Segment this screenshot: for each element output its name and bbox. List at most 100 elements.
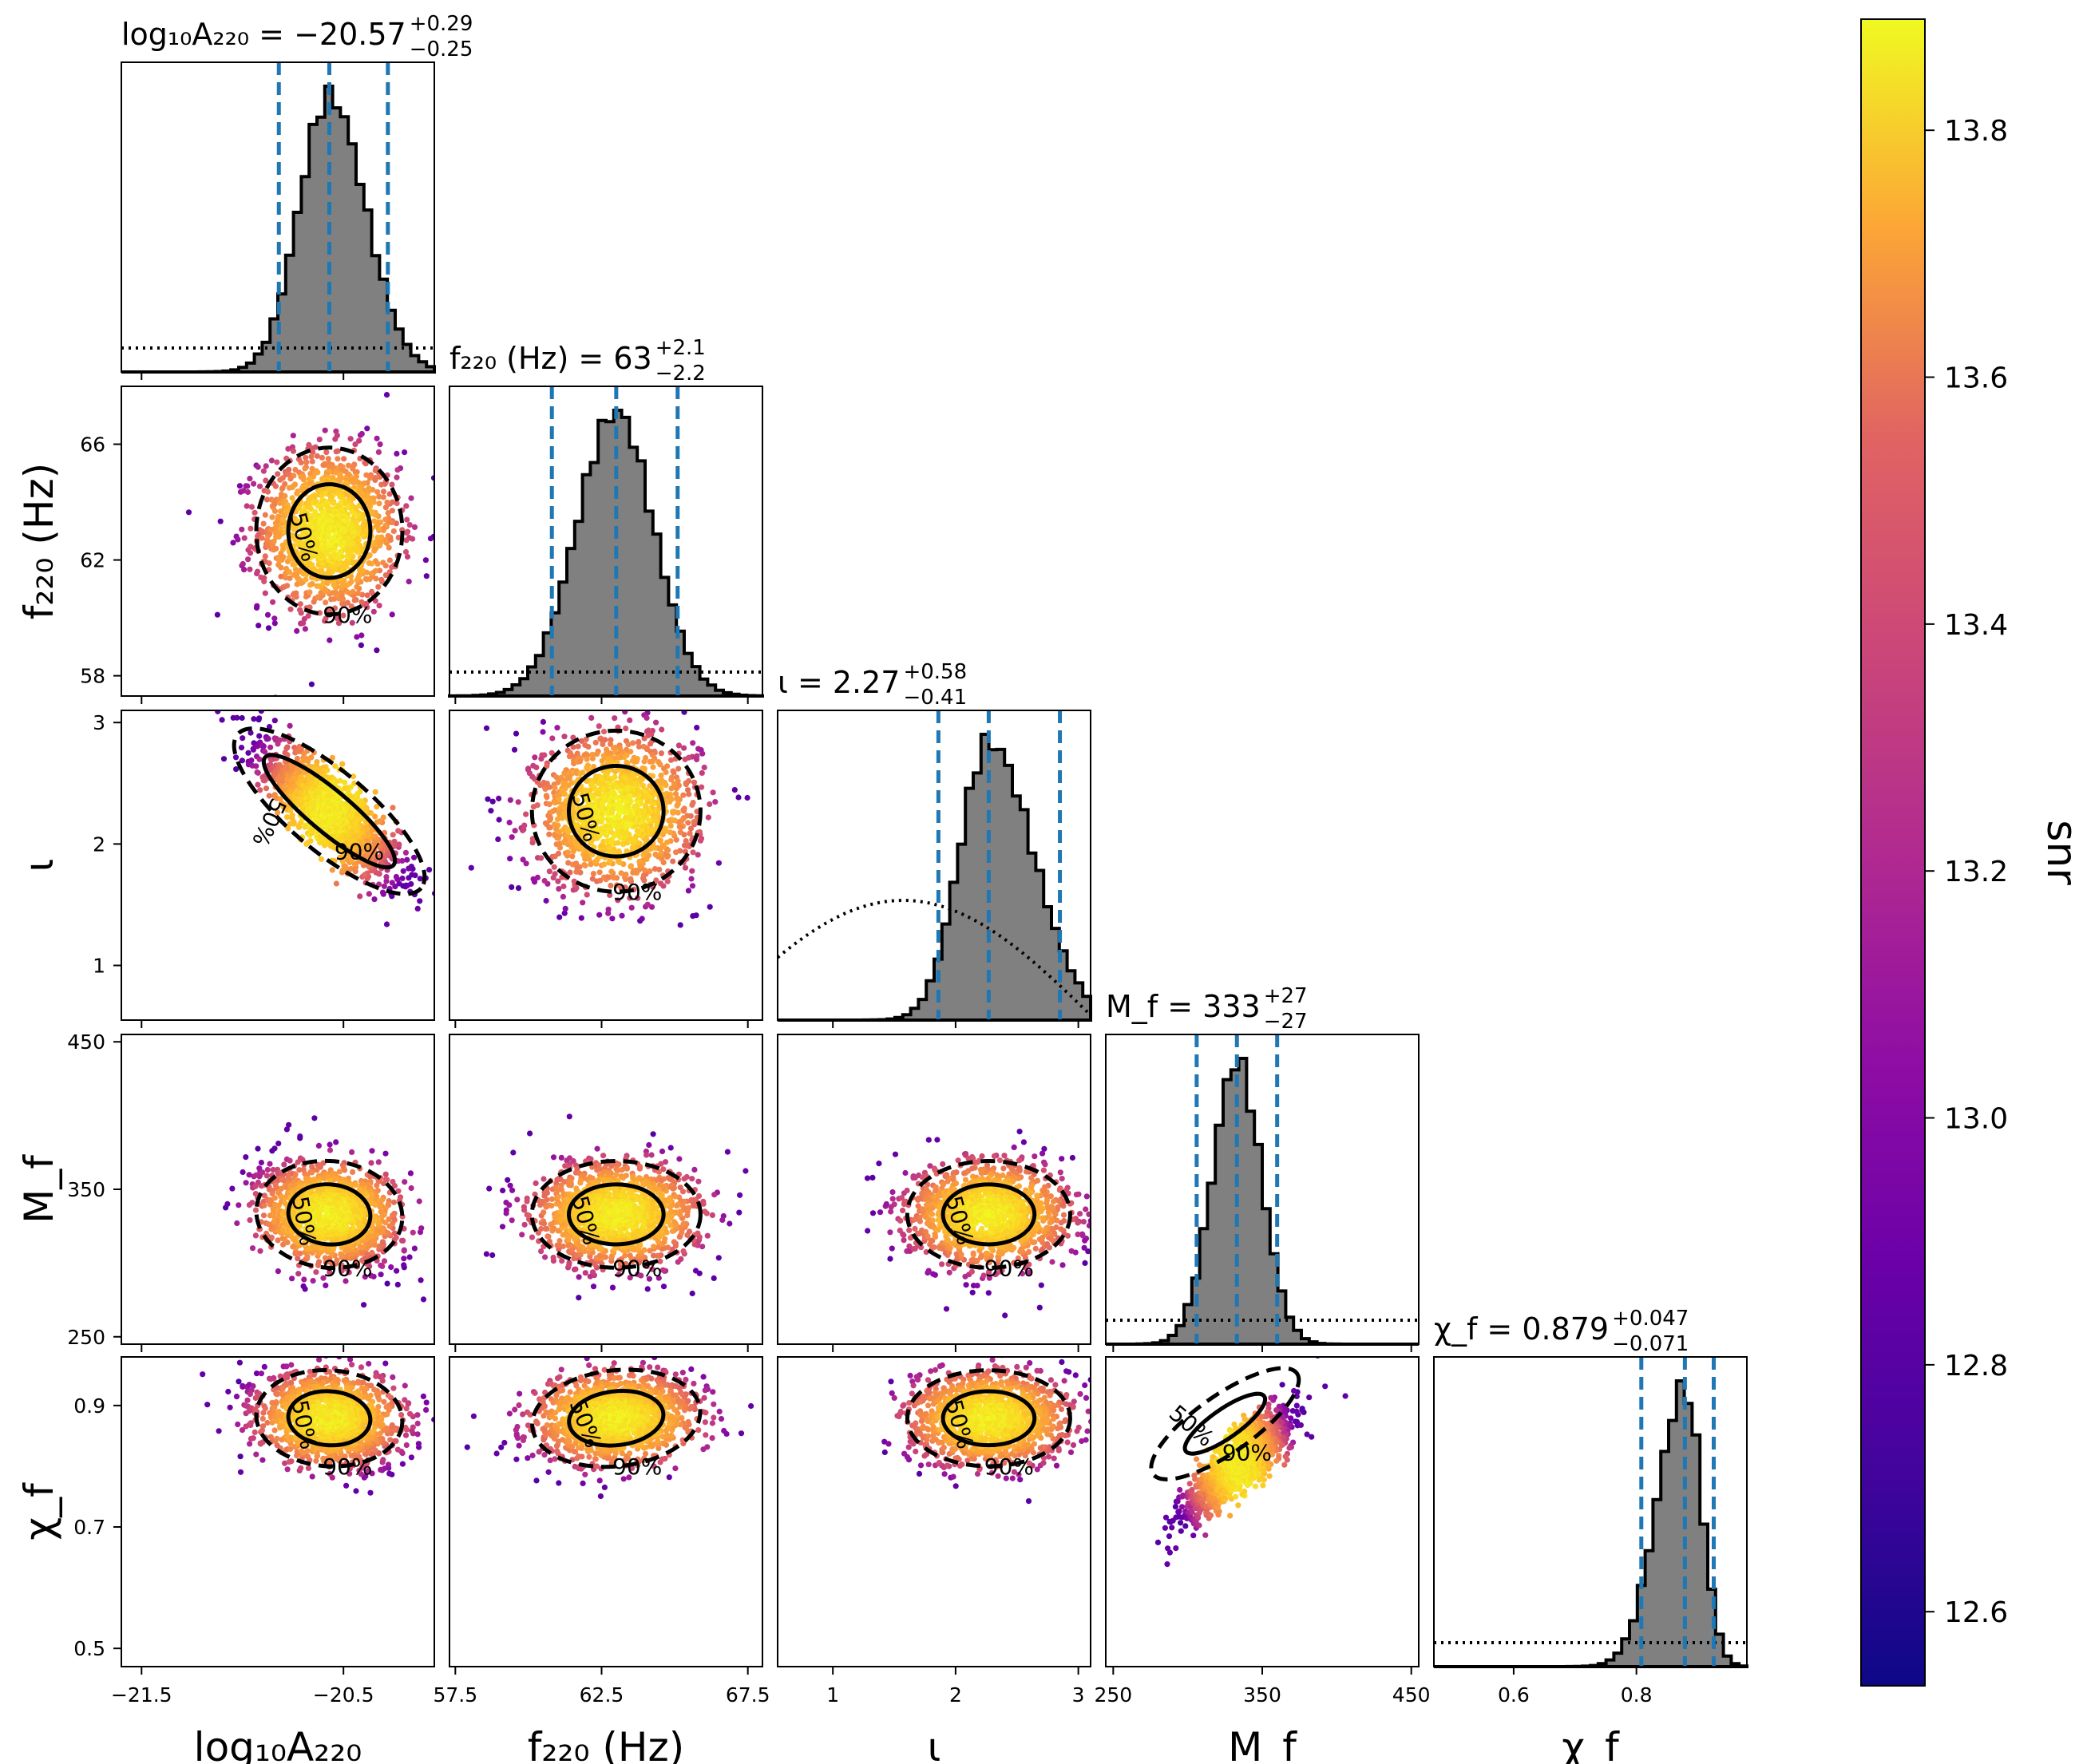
sample-point [261, 1202, 267, 1208]
sample-point [371, 545, 378, 552]
sample-point [232, 754, 240, 761]
sample-point [246, 1172, 252, 1178]
sample-point [247, 476, 253, 482]
sample-point [240, 488, 247, 494]
sample-point [575, 743, 581, 750]
sample-point [389, 564, 395, 571]
sample-point [382, 1176, 390, 1182]
sample-point [577, 869, 584, 876]
sample-point [274, 809, 281, 816]
sample-point [271, 718, 278, 724]
sample-point [690, 849, 696, 856]
sample-point [532, 754, 538, 761]
scatter-frame [121, 710, 435, 1021]
sample-point [354, 634, 360, 640]
sample-point [264, 1166, 271, 1173]
sample-point [666, 817, 672, 824]
sample-point [245, 556, 251, 563]
sample-point [556, 844, 564, 851]
sample-point [265, 625, 272, 631]
sample-point [523, 860, 529, 867]
sample-point [278, 525, 284, 532]
sample-point [369, 588, 375, 595]
sample-point [382, 1171, 389, 1177]
sample-point [420, 1296, 427, 1303]
sample-point [688, 876, 695, 882]
sample-point [648, 904, 655, 910]
sample-point [296, 534, 303, 540]
sample-point [630, 740, 636, 746]
sample-point [560, 883, 567, 890]
sample-point [383, 874, 390, 880]
sample-point [331, 581, 337, 588]
hist-title-sub-Mf: −27 [1264, 1010, 1308, 1034]
sample-point [324, 767, 331, 773]
sample-point [610, 805, 616, 813]
sample-point [641, 758, 647, 765]
sample-point [561, 734, 568, 740]
sample-point [400, 868, 406, 874]
sample-point [381, 1258, 388, 1264]
sample-point [380, 494, 386, 500]
sample-point [561, 910, 568, 916]
sample-point [269, 1190, 275, 1196]
sample-point [248, 757, 255, 764]
sample-point [376, 603, 382, 609]
hist-title-sub-iota: −0.41 [903, 686, 967, 710]
hist-title-chif: χ_f = 0.879 [1434, 1311, 1609, 1347]
sample-point [385, 532, 391, 539]
sample-point [282, 492, 288, 500]
sample-point [404, 856, 410, 863]
sample-point [544, 794, 550, 801]
hist-title-sub-f220: −2.2 [655, 362, 706, 386]
sample-point [278, 573, 284, 579]
sample-point [695, 852, 701, 858]
sample-point [576, 824, 583, 830]
sample-point [305, 613, 311, 619]
hist-title-sup-Mf: +27 [1264, 984, 1308, 1008]
sample-point [513, 730, 520, 737]
sample-point [353, 1181, 359, 1189]
sample-point [349, 508, 355, 515]
sample-point [712, 799, 719, 805]
sample-point [265, 735, 271, 742]
sample-point [640, 782, 647, 789]
sample-point [378, 1272, 384, 1278]
sample-point [289, 485, 295, 491]
sample-point [402, 548, 410, 556]
sample-point [332, 436, 339, 442]
sample-point [402, 449, 408, 456]
sample-point [310, 1278, 316, 1284]
sample-point [254, 743, 261, 750]
sample-point [297, 607, 303, 613]
sample-point [248, 730, 254, 736]
sample-point [676, 824, 683, 830]
sample-point [406, 522, 413, 528]
sample-point [323, 599, 329, 606]
sample-point [260, 468, 267, 474]
sample-point [248, 504, 255, 510]
sample-point [377, 568, 383, 574]
sample-point [391, 1230, 398, 1236]
sample-point [592, 739, 599, 746]
sample-point [506, 819, 513, 826]
sample-point [364, 592, 370, 599]
sample-point [384, 499, 390, 506]
sample-point [261, 575, 267, 581]
sample-point [404, 553, 411, 560]
contour-50 [566, 764, 666, 859]
sample-point [386, 569, 393, 575]
sample-point [346, 462, 352, 469]
sample-point [281, 801, 287, 809]
sample-point [605, 906, 612, 912]
contour-50 [261, 753, 398, 870]
sample-point [612, 715, 618, 722]
sample-point [378, 1213, 385, 1220]
sample-point [255, 464, 261, 470]
sample-point [253, 763, 259, 769]
sample-point [357, 893, 363, 900]
sample-point [214, 611, 220, 618]
sample-point [241, 567, 248, 573]
sample-point [267, 1161, 273, 1167]
sample-point [373, 523, 380, 529]
